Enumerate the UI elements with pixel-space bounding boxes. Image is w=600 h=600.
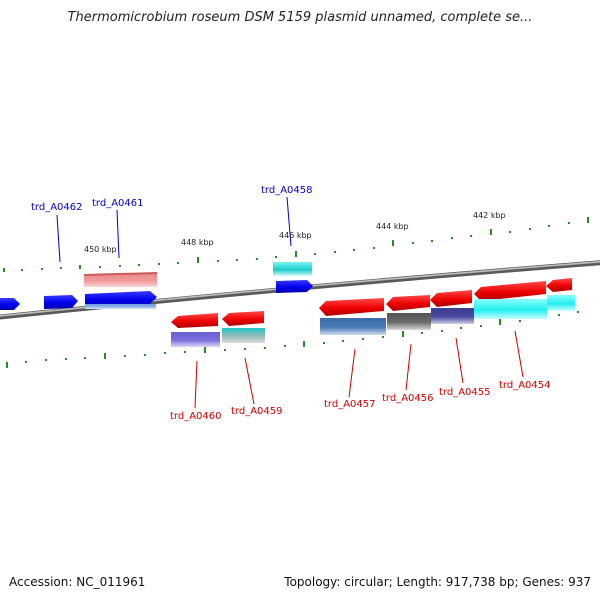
gene-label-trd-a0459[interactable]: trd_A0459: [231, 406, 283, 417]
gene-label-trd-a0457[interactable]: trd_A0457: [324, 399, 376, 410]
inner-tick-ring: [6, 311, 579, 368]
gene-arrow-trd-a0462[interactable]: [44, 295, 78, 309]
feature-block-pink-edge: [84, 272, 157, 276]
forward-strand-genes: [0, 262, 313, 310]
map-title: Thermomicrobium roseum DSM 5159 plasmid …: [67, 10, 533, 25]
gene-arrow-trd-a0458[interactable]: [276, 280, 313, 293]
feature-block-pink[interactable]: [84, 274, 157, 287]
feature-block-cyan-top[interactable]: [273, 262, 312, 276]
feature-block-cyan-edge[interactable]: [547, 295, 575, 311]
gene-label-trd-a0456[interactable]: trd_A0456: [382, 393, 434, 404]
feature-block-cyan-gray[interactable]: [222, 328, 265, 343]
feature-block-sky[interactable]: [85, 304, 156, 309]
gene-arrow-trd-a0459[interactable]: [222, 311, 264, 326]
gene-labels: trd_A0462 trd_A0461 trd_A0458 trd_A0460 …: [31, 185, 551, 422]
gene-label-trd-a0458[interactable]: trd_A0458: [261, 185, 313, 196]
summary-text: Topology: circular; Length: 917,738 bp; …: [284, 575, 591, 589]
gene-arrow-trd-a0460[interactable]: [171, 313, 218, 328]
tick-label-446: 446 kbp: [279, 231, 312, 240]
tick-label-442: 442 kbp: [473, 211, 506, 220]
tick-label-448: 448 kbp: [181, 238, 214, 247]
gene-label-trd-a0461[interactable]: trd_A0461: [92, 198, 144, 209]
tick-label-450: 450 kbp: [84, 245, 117, 254]
tick-label-444: 444 kbp: [376, 222, 409, 231]
gene-label-trd-a0462[interactable]: trd_A0462: [31, 202, 83, 213]
gene-label-trd-a0460[interactable]: trd_A0460: [170, 411, 222, 422]
gene-arrow-trd-a0461[interactable]: [85, 291, 157, 307]
feature-block-steel[interactable]: [320, 318, 386, 335]
tick-labels: 450 kbp 448 kbp 446 kbp 444 kbp 442 kbp: [84, 211, 506, 254]
feature-block-cyan-wide[interactable]: [474, 299, 547, 319]
feature-block-lavender[interactable]: [171, 332, 220, 347]
gene-label-trd-a0454[interactable]: trd_A0454: [499, 380, 551, 391]
gene-arrow-trd-a0455[interactable]: [430, 290, 472, 307]
feature-block-slate[interactable]: [431, 308, 474, 324]
gene-label-trd-a0455[interactable]: trd_A0455: [439, 387, 491, 398]
gene-arrow[interactable]: [0, 298, 20, 310]
label-callouts: [56, 196, 524, 409]
gene-arrow-trd-a0457[interactable]: [319, 298, 384, 316]
accession-text: Accession: NC_011961: [9, 575, 146, 589]
reverse-strand-genes: [171, 278, 575, 347]
feature-block-gray[interactable]: [387, 313, 431, 330]
outer-tick-ring: [3, 217, 589, 272]
gene-arrow-trd-a0456[interactable]: [386, 295, 430, 311]
gene-arrow-trd-a0454[interactable]: [474, 281, 546, 301]
gene-arrow[interactable]: [546, 278, 572, 292]
